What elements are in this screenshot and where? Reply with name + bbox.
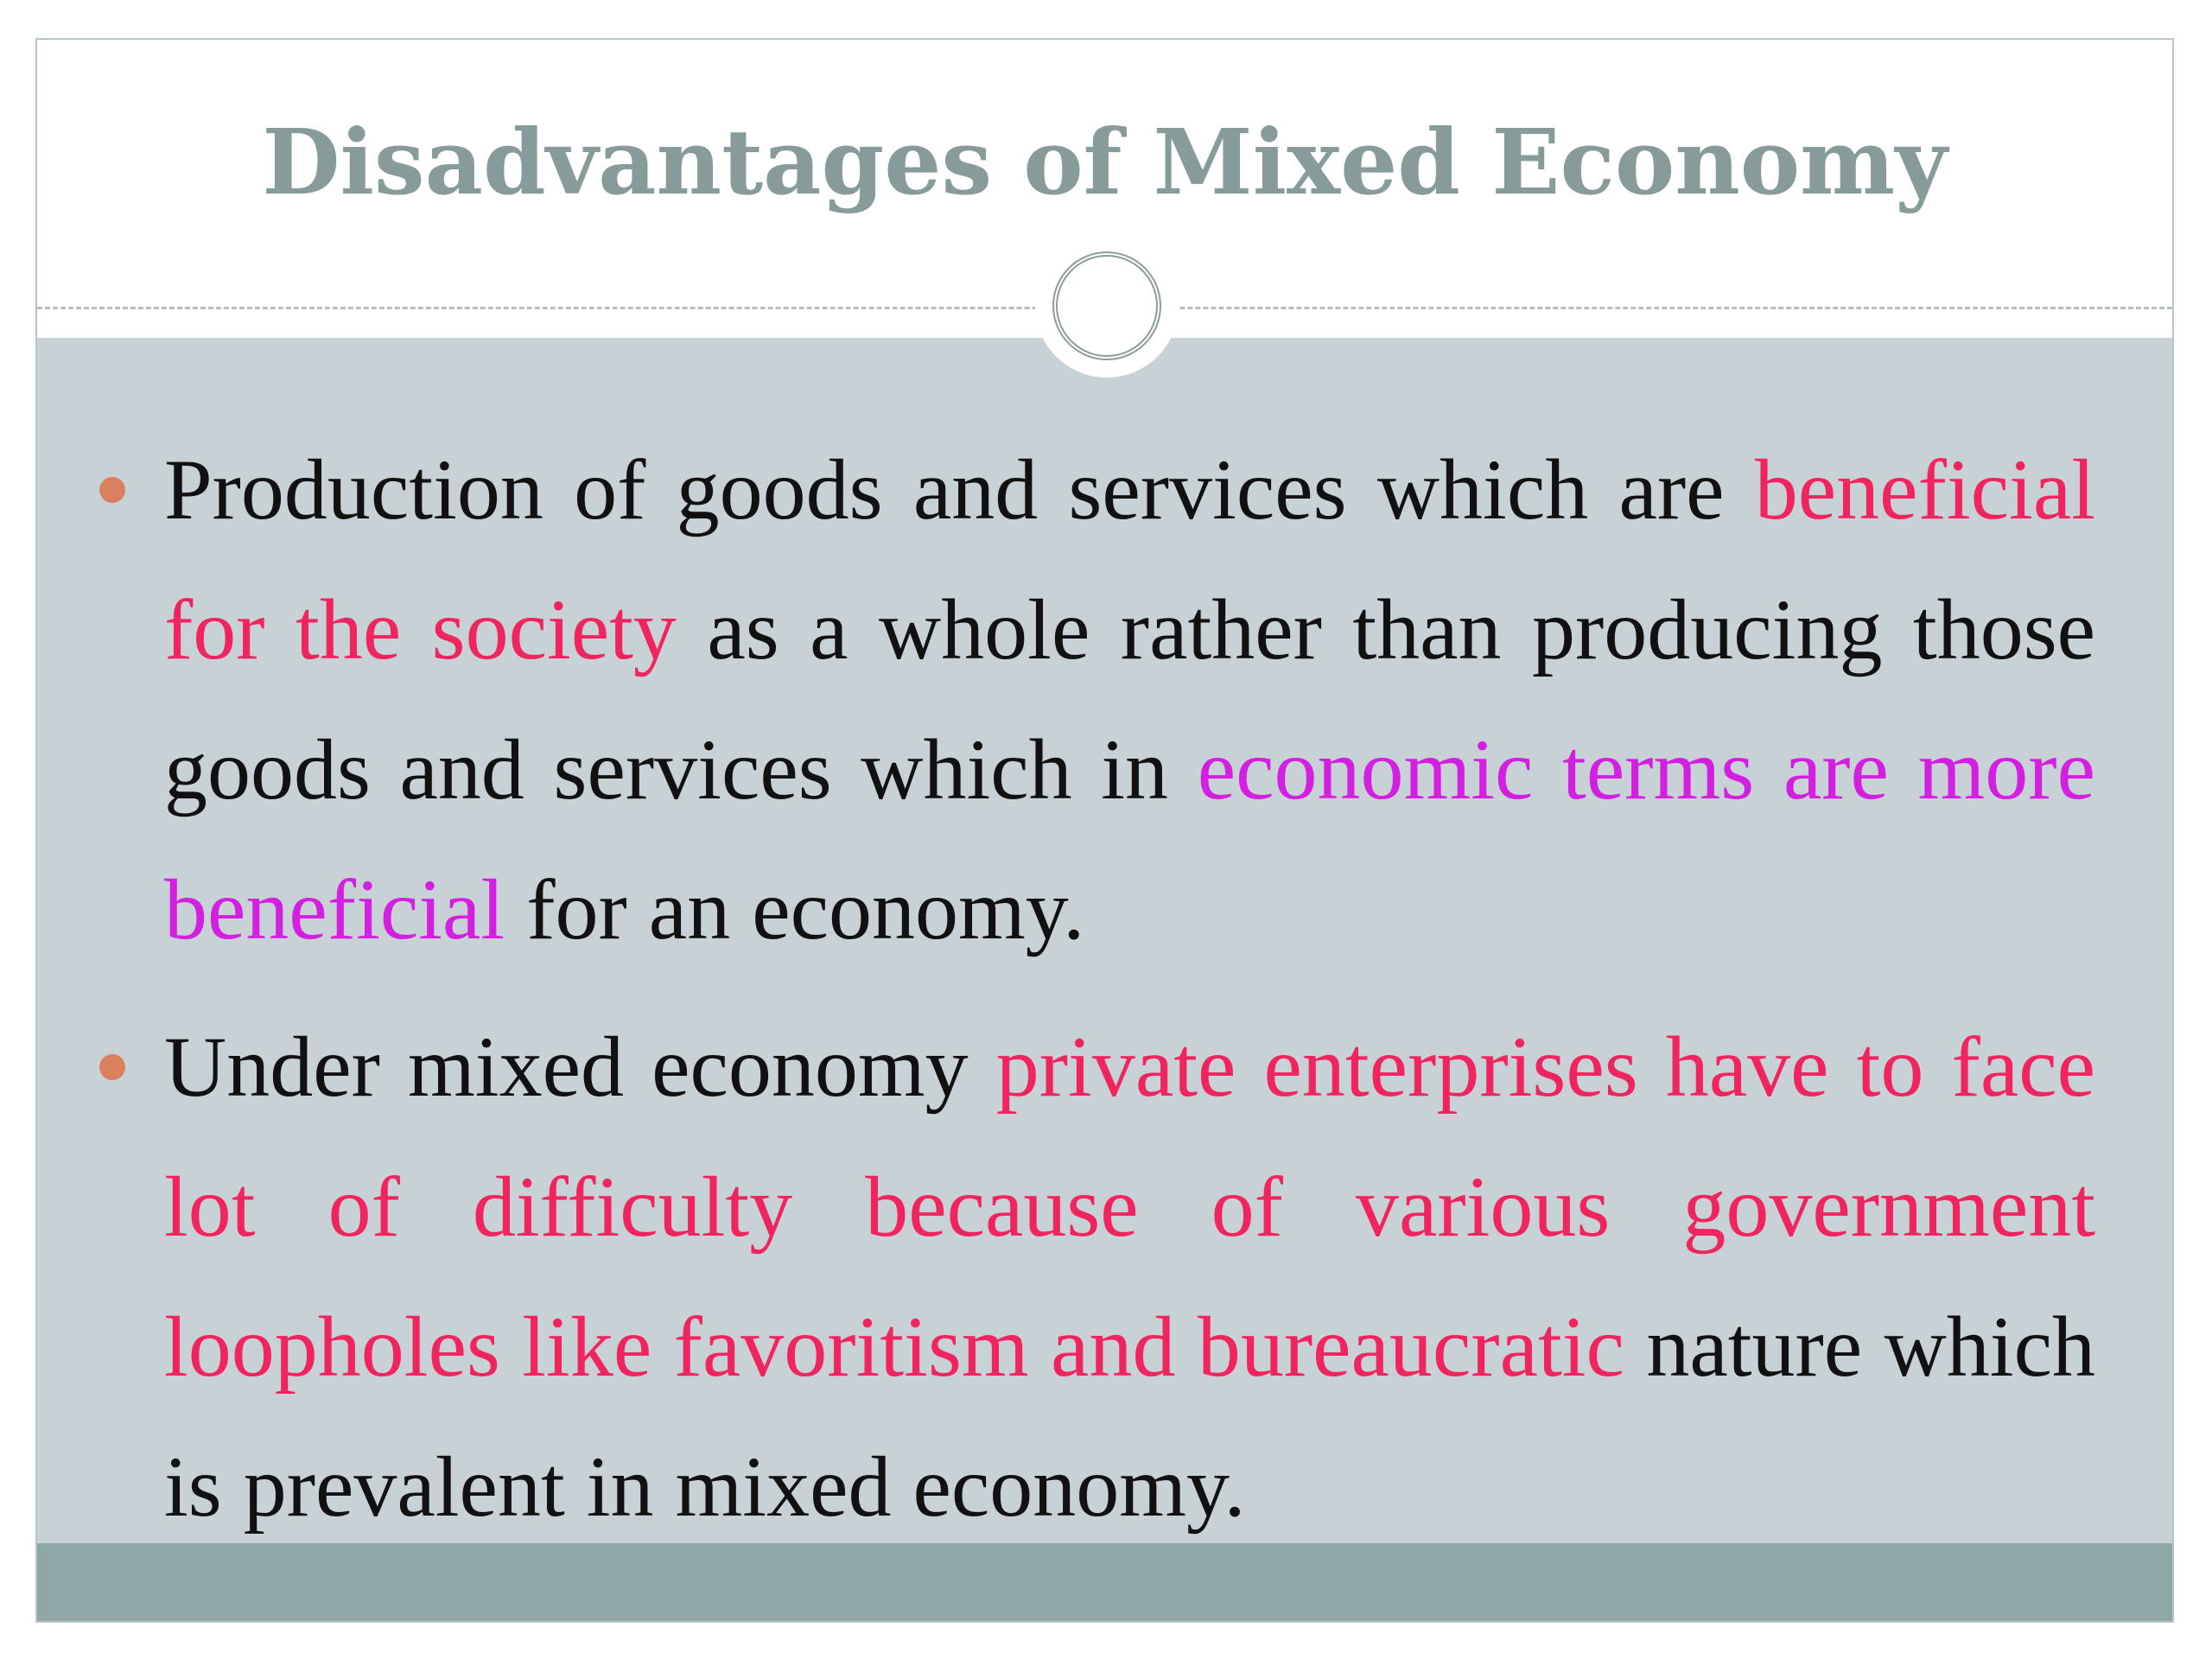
text-segment: as a whole rather than producing those g… [164, 582, 2095, 817]
text-segment: nature which is prevalent in mixed econo… [164, 1299, 2095, 1535]
bullet [99, 1054, 125, 1080]
slide: Disadvantages of Mixed Economy Productio… [35, 38, 2174, 1623]
divider-ornament [1035, 234, 1179, 378]
text-segment: Production of goods and services which a… [164, 442, 1755, 537]
slide-title: Disadvantages of Mixed Economy [262, 109, 1948, 215]
text-segment: Under mixed economy [164, 1019, 996, 1115]
ring [1052, 251, 1161, 360]
bullet [99, 477, 125, 503]
footer-bar [37, 1543, 2172, 1621]
bullet-item: Production of goods and services which a… [99, 420, 2095, 980]
text-segment: private enterprises have to face lot of … [164, 1019, 2095, 1395]
bullet-item: Under mixed economy private enterprises … [99, 997, 2095, 1557]
text-segment: for an economy. [505, 861, 1085, 957]
text-segment: beneficial for the society [164, 442, 2095, 677]
bullet-list: Production of goods and services which a… [99, 420, 2095, 1574]
text-segment: economic terms are more beneficial [164, 721, 2095, 957]
content-area [37, 338, 2172, 1543]
